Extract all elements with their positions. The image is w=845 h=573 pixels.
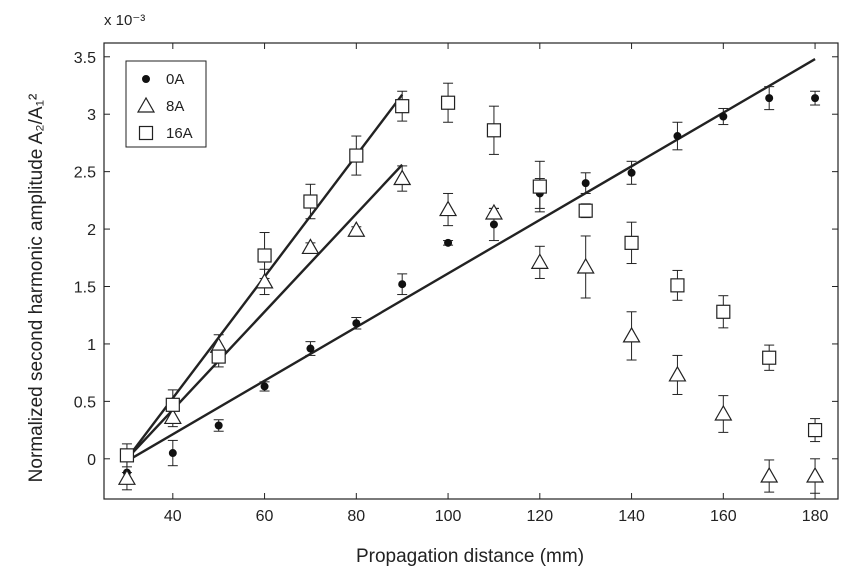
x-axis-title: Propagation distance (mm) (356, 546, 584, 567)
data-point (719, 112, 728, 121)
series-8a (121, 163, 821, 494)
data-point (760, 466, 779, 483)
data-point (807, 422, 823, 438)
markers-8a (117, 169, 825, 485)
data-point (257, 248, 272, 263)
data-point (119, 448, 135, 463)
y-axis-title: Normalized second harmonic amplitude A₂/… (26, 94, 47, 483)
data-point (489, 220, 498, 229)
data-point (486, 123, 502, 138)
x-tick-label: 80 (347, 508, 365, 525)
series-16a (121, 82, 821, 468)
data-point (347, 221, 366, 237)
x-tick-label: 160 (710, 508, 737, 525)
data-point (395, 99, 410, 114)
data-point (255, 272, 274, 289)
x-tick-label: 40 (164, 508, 182, 525)
data-point (306, 344, 315, 353)
markers-0a (122, 94, 820, 477)
data-point (673, 132, 682, 141)
x-tick-label: 180 (802, 508, 829, 525)
data-point (352, 319, 361, 328)
data-point (714, 404, 733, 421)
data-point (165, 397, 180, 412)
legend-label-8a: 8A (166, 98, 184, 115)
data-point (716, 304, 731, 319)
x-tick-label: 140 (618, 508, 645, 525)
data-point (117, 469, 136, 485)
legend-marker-8a (136, 96, 156, 113)
data-point (762, 350, 777, 365)
data-point (214, 421, 223, 430)
data-point (444, 238, 453, 247)
x-tick-label: 60 (256, 508, 274, 525)
x-tick-label: 120 (526, 508, 553, 525)
series-0a (121, 58, 821, 491)
y-tick-label: 3.5 (74, 50, 96, 67)
data-point (301, 238, 320, 255)
data-point (627, 168, 636, 177)
data-point (349, 148, 364, 163)
legend-marker-0a (142, 75, 150, 83)
data-point (532, 179, 547, 194)
data-point (530, 253, 549, 269)
data-point (811, 94, 820, 103)
data-point (578, 203, 593, 218)
data-point (168, 449, 177, 458)
legend-label-0a: 0A (166, 71, 184, 88)
data-point (439, 200, 458, 217)
data-point (576, 257, 595, 274)
y-tick-label: 3 (87, 107, 96, 124)
plot-area (117, 58, 825, 494)
axes: 40 60 80 100 120 140 160 180 0 0.5 1 1.5 2 2.5 3 3.5 (74, 42, 839, 525)
data-point (622, 326, 641, 343)
y-tick-label: 1.5 (74, 280, 96, 297)
data-point (303, 194, 318, 209)
y-tick-label: 1 (87, 337, 96, 354)
fit-line-0a (126, 58, 816, 463)
data-point (624, 235, 639, 250)
plot-frame (103, 42, 839, 500)
y-tick-label: 2.5 (74, 165, 96, 182)
data-point (581, 179, 590, 188)
y-tick-label: 2 (87, 222, 96, 239)
y-tick-label: 0.5 (74, 394, 96, 411)
data-point (670, 278, 685, 293)
legend-marker-16a (138, 125, 154, 141)
data-point (393, 169, 412, 186)
data-point (668, 365, 687, 382)
legend: 0A 8A 16A (125, 60, 207, 148)
legend-label-16a: 16A (166, 125, 193, 142)
data-point (211, 349, 226, 364)
data-point (398, 280, 407, 289)
data-point (484, 203, 503, 220)
data-point (806, 466, 825, 483)
data-point (765, 94, 774, 103)
data-point (440, 95, 456, 110)
fit-line-8a (126, 163, 404, 460)
markers-16a (119, 95, 823, 463)
data-point (163, 408, 182, 425)
x-tick-label: 100 (435, 508, 462, 525)
y-axis-multiplier: x 10⁻³ (104, 12, 145, 29)
y-tick-label: 0 (87, 452, 96, 469)
data-point (260, 382, 269, 391)
